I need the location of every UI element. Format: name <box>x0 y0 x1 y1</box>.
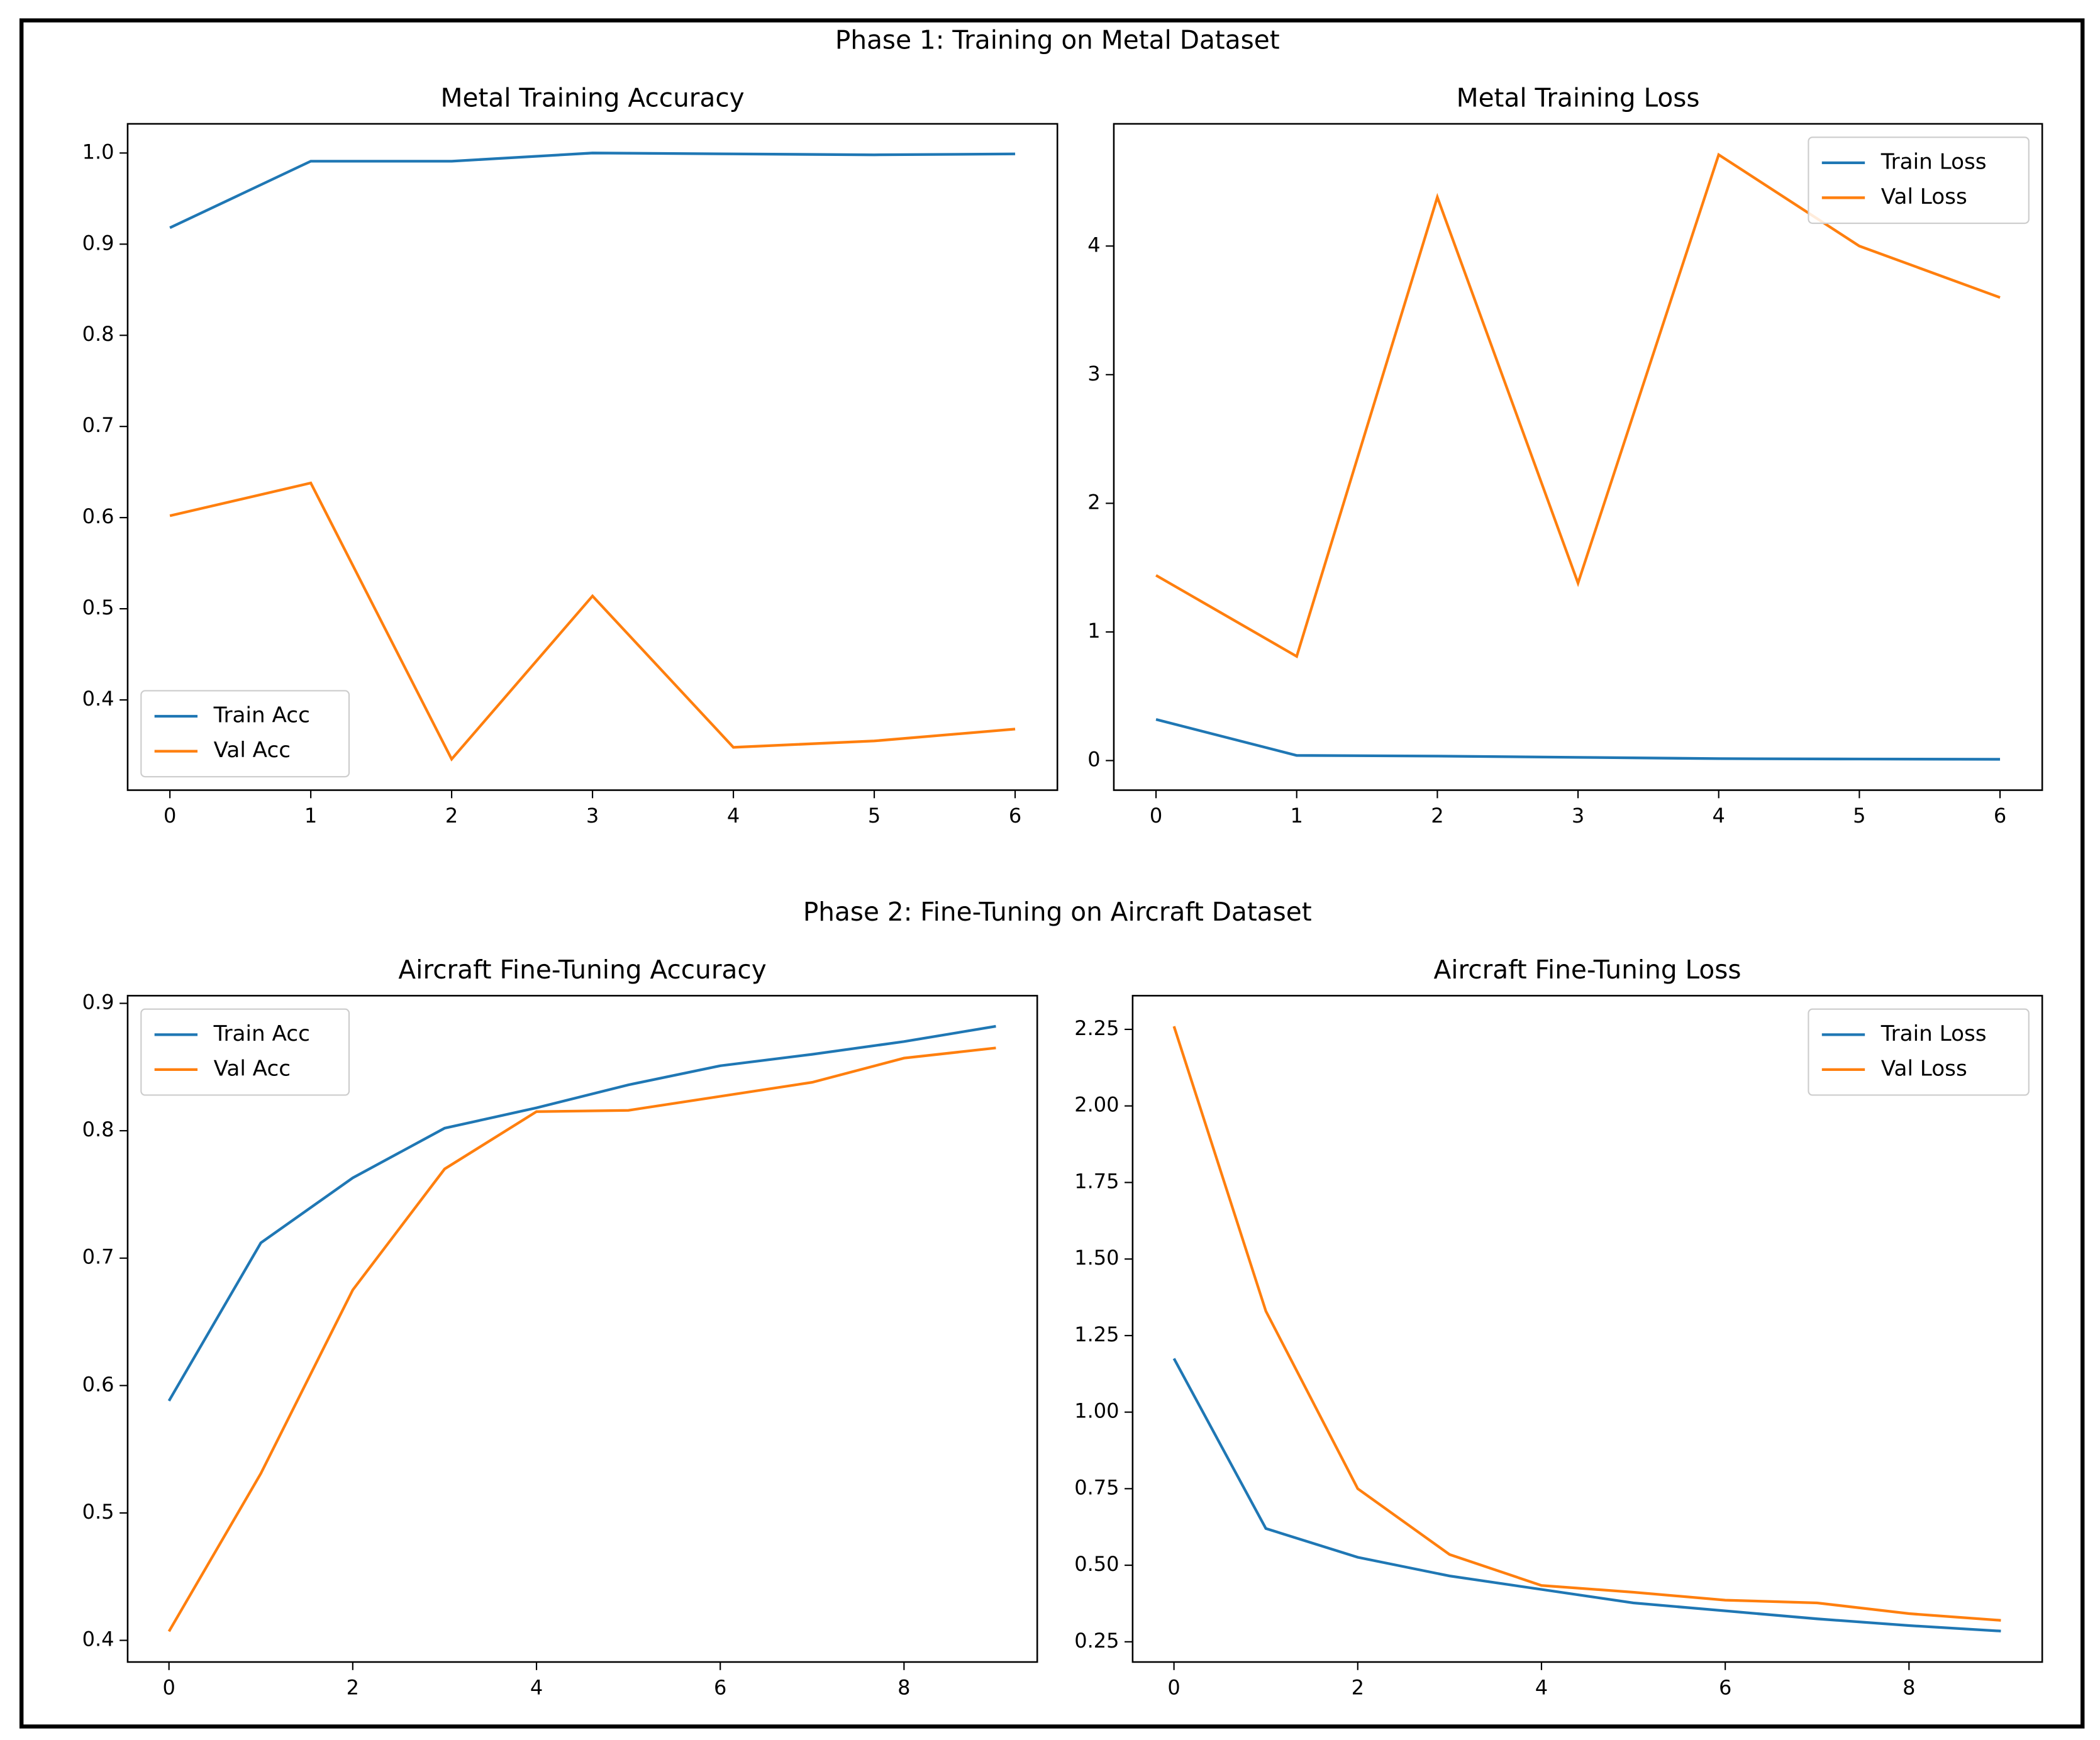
x-tick-label: 2 <box>1431 804 1443 828</box>
y-tick-label: 0.8 <box>82 1117 114 1141</box>
legend: Train Loss Val Loss <box>1808 136 2030 224</box>
legend-box <box>140 1008 350 1096</box>
section-title: Phase 1: Training on Metal Dataset <box>835 25 1280 55</box>
y-tick-label: 0.9 <box>82 990 114 1014</box>
plot-frame <box>1113 123 2043 791</box>
x-tick-label: 3 <box>586 804 599 828</box>
legend: Train Acc Val Acc <box>140 1008 350 1096</box>
y-tick-label: 0.4 <box>82 1627 114 1651</box>
chart-title: Aircraft Fine-Tuning Loss <box>1433 955 1741 985</box>
y-tick-label: 0.6 <box>82 1372 114 1396</box>
x-tick-label: 4 <box>1713 804 1725 828</box>
series-line <box>1155 718 2001 761</box>
legend-label: Val Acc <box>214 1056 291 1081</box>
series-line <box>169 481 1016 762</box>
legend: Train Loss Val Loss <box>1808 1008 2030 1096</box>
legend-label: Train Loss <box>1881 1021 1987 1046</box>
x-tick-label: 4 <box>1535 1676 1548 1700</box>
y-tick-label: 0.50 <box>1074 1552 1119 1576</box>
x-tick-label: 6 <box>1009 804 1021 828</box>
x-tick-label: 0 <box>1150 804 1162 828</box>
x-tick-label: 0 <box>1167 1676 1180 1700</box>
x-tick-label: 8 <box>897 1676 910 1700</box>
series-line <box>167 1024 996 1402</box>
outer-border <box>19 18 2085 1729</box>
series-line <box>1172 1358 2001 1632</box>
y-tick-label: 1.0 <box>82 140 114 163</box>
chart-title: Metal Training Accuracy <box>440 82 744 113</box>
y-tick-label: 2 <box>1087 490 1100 514</box>
chart-title: Aircraft Fine-Tuning Accuracy <box>398 955 766 985</box>
y-tick-label: 2.00 <box>1074 1093 1119 1117</box>
x-tick-label: 1 <box>304 804 317 828</box>
x-tick-label: 6 <box>714 1676 726 1700</box>
x-tick-label: 5 <box>868 804 881 828</box>
y-tick-label: 1.25 <box>1074 1322 1119 1346</box>
legend-box <box>140 690 350 778</box>
y-tick-label: 0.4 <box>82 687 114 711</box>
plot-frame <box>126 995 1038 1663</box>
x-tick-label: 8 <box>1903 1676 1915 1700</box>
y-tick-label: 2.25 <box>1074 1016 1119 1040</box>
y-tick-label: 0.5 <box>82 1500 114 1524</box>
y-tick-label: 0.6 <box>82 504 114 528</box>
x-tick-label: 5 <box>1853 804 1865 828</box>
x-tick-label: 6 <box>1719 1676 1731 1700</box>
y-tick-label: 0.7 <box>82 413 114 437</box>
y-tick-label: 0 <box>1087 747 1100 771</box>
legend: Train Acc Val Acc <box>140 690 350 778</box>
series-line <box>169 152 1016 230</box>
y-tick-label: 1.75 <box>1074 1169 1119 1193</box>
x-tick-label: 2 <box>347 1676 359 1700</box>
y-tick-label: 3 <box>1087 362 1100 385</box>
legend-label: Val Acc <box>214 738 291 763</box>
x-tick-label: 4 <box>530 1676 543 1700</box>
y-tick-label: 0.5 <box>82 596 114 619</box>
y-tick-label: 0.8 <box>82 322 114 346</box>
x-tick-label: 1 <box>1291 804 1303 828</box>
y-tick-label: 1.00 <box>1074 1399 1119 1423</box>
series-line <box>1172 1026 2001 1622</box>
y-tick-label: 1.50 <box>1074 1246 1119 1270</box>
section-title: Phase 2: Fine-Tuning on Aircraft Dataset <box>803 897 1312 927</box>
y-tick-label: 4 <box>1087 233 1100 257</box>
plot-frame <box>126 123 1058 791</box>
legend-box <box>1808 136 2030 224</box>
series-line <box>1155 152 2001 658</box>
x-tick-label: 0 <box>164 804 176 828</box>
y-tick-label: 0.25 <box>1074 1629 1119 1653</box>
y-tick-label: 0.7 <box>82 1245 114 1269</box>
y-tick-label: 0.75 <box>1074 1475 1119 1499</box>
x-tick-label: 2 <box>445 804 458 828</box>
chart-title: Metal Training Loss <box>1457 82 1700 113</box>
x-tick-label: 0 <box>162 1676 175 1700</box>
series-line <box>167 1046 996 1632</box>
plot-frame <box>1131 995 2043 1663</box>
y-tick-label: 1 <box>1087 619 1100 643</box>
legend-label: Train Acc <box>213 1021 310 1046</box>
x-tick-label: 6 <box>1994 804 2006 828</box>
legend-label: Train Loss <box>1881 149 1987 174</box>
legend-label: Train Acc <box>213 703 310 728</box>
legend-label: Val Loss <box>1881 1056 1967 1081</box>
x-tick-label: 2 <box>1352 1676 1364 1700</box>
legend-label: Val Loss <box>1881 184 1967 209</box>
y-tick-label: 0.9 <box>82 231 114 255</box>
x-tick-label: 3 <box>1572 804 1584 828</box>
legend-box <box>1808 1008 2030 1096</box>
x-tick-label: 4 <box>727 804 740 828</box>
